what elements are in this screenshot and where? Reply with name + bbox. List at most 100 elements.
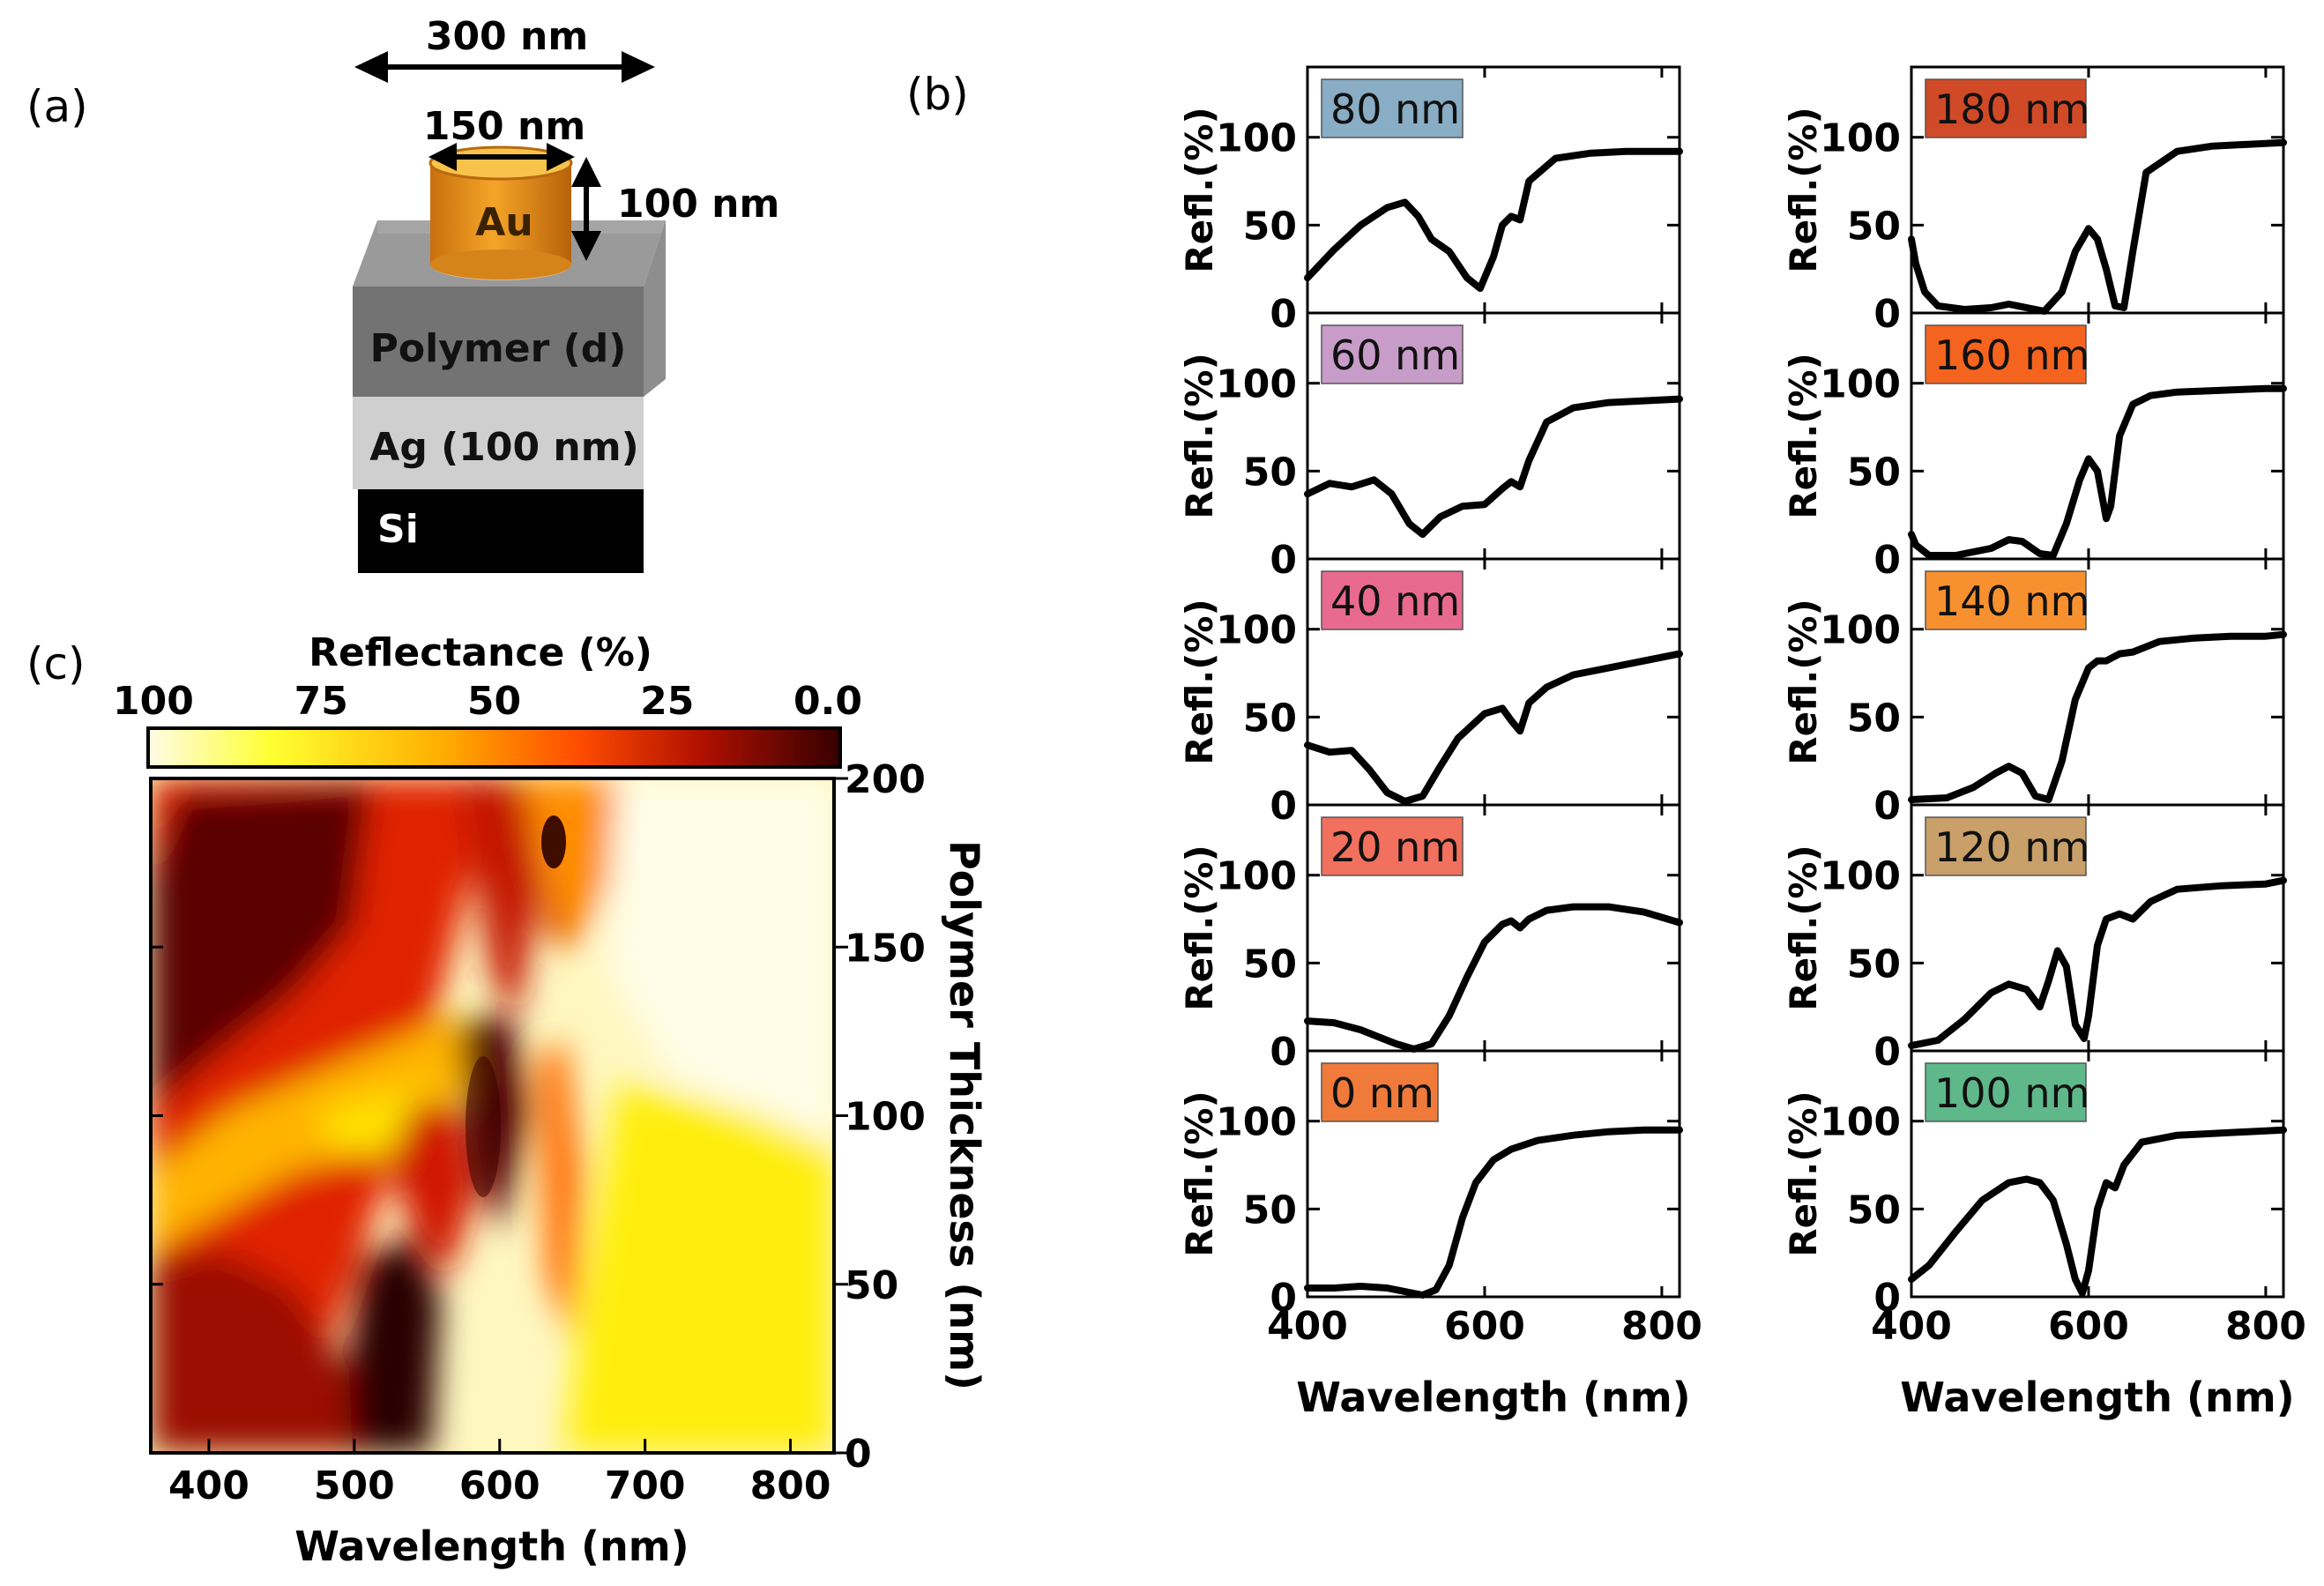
polymer-layer [353, 287, 644, 397]
heatmap-panel: Reflectance (%) 100 75 50 25 0.0 [113, 630, 988, 1570]
spectrum-line [1304, 650, 1683, 805]
heatmap-y-tick-label: 200 [845, 757, 926, 802]
diameter-arrow-head-left [428, 143, 457, 171]
height-arrow-head-bottom [571, 231, 601, 261]
colorbar [146, 726, 842, 769]
x-tick-label: 800 [2225, 1304, 2306, 1349]
diameter-arrow-head-right [547, 143, 575, 171]
spectrum-frame [1306, 1049, 1681, 1299]
series-label: 40 nm [1330, 577, 1460, 625]
spectrum-line [1304, 1126, 1683, 1299]
y-tick-label: 0 [1873, 1030, 1901, 1075]
y-tick-label: 0 [1873, 1276, 1901, 1321]
y-tick-label: 50 [1243, 696, 1297, 741]
heatmap-xlabel: Wavelength (nm) [294, 1523, 689, 1570]
y-tick-label: 100 [1820, 1100, 1901, 1145]
spectrum-line [1908, 384, 2287, 559]
spectrum-line [1908, 876, 2287, 1049]
y-tick-label: 0 [1270, 1276, 1297, 1321]
heatmap-dark-spot-upper [541, 815, 566, 868]
y-tick-label: 100 [1216, 854, 1297, 899]
spectrum-line [1304, 395, 1683, 539]
y-tick-label: 50 [1847, 204, 1901, 249]
x-tick-label: 600 [1444, 1304, 1525, 1349]
ag-layer [353, 397, 644, 489]
y-axis-label: Refl.(%) [1782, 1091, 1825, 1256]
spectrum-line [1304, 903, 1683, 1053]
y-tick-label: 100 [1216, 116, 1297, 161]
period-arrow-head-left [354, 51, 388, 83]
heatmap-y-tick-label: 100 [845, 1095, 926, 1140]
series-label: 180 nm [1934, 86, 2089, 133]
colorbar-tick-label: 75 [294, 679, 348, 724]
series-label: 140 nm [1934, 577, 2089, 625]
series-label-box [1321, 570, 1464, 630]
y-tick-label: 100 [1820, 116, 1901, 161]
y-tick-label: 50 [1243, 450, 1297, 495]
panel-label-b: (b) [906, 69, 969, 120]
series-label-box [1925, 1062, 2087, 1122]
series-label-box [1321, 78, 1464, 138]
y-axis-label: Refl.(%) [1782, 107, 1825, 272]
series-label-box [1321, 1062, 1439, 1122]
y-tick-label: 0 [1270, 538, 1297, 583]
heatmap-region-orange-streak [538, 1040, 582, 1340]
diameter-label: 150 nm [423, 104, 585, 149]
height-label: 100 nm [617, 182, 779, 227]
polymer-layer-label: Polymer (d) [370, 326, 627, 371]
series-label: 160 nm [1934, 331, 2089, 379]
y-tick-label: 100 [1820, 362, 1901, 407]
y-tick-label: 100 [1216, 608, 1297, 653]
heatmap-x-tick-label: 700 [605, 1463, 686, 1508]
heatmap-region-orange-top [520, 778, 617, 952]
x-axis-label: Wavelength (nm) [1900, 1374, 2294, 1421]
heatmap-region-orange-band [151, 1014, 494, 1252]
y-axis-label: Refl.(%) [1178, 599, 1221, 764]
series-label: 100 nm [1934, 1069, 2089, 1117]
y-tick-label: 0 [1270, 1030, 1297, 1075]
y-tick-label: 50 [1847, 696, 1901, 741]
heatmap-x-tick-label: 800 [750, 1463, 831, 1508]
polymer-side-face [644, 220, 666, 397]
series-label: 0 nm [1330, 1069, 1434, 1117]
colorbar-ticks: 100 75 50 25 0.0 [113, 679, 862, 724]
spectrum-line [1908, 630, 2287, 803]
heatmap-region-dark-lower [151, 1252, 353, 1453]
y-tick-label: 0 [1270, 292, 1297, 337]
heatmap-axes: 400 500 600 700 800 0 50 100 150 200 [151, 757, 926, 1508]
colorbar-tick-label: 50 [467, 679, 521, 724]
si-layer [358, 489, 644, 573]
x-tick-label: 800 [1621, 1304, 1702, 1349]
y-tick-label: 50 [1847, 450, 1901, 495]
schematic: 300 nm Polymer (d) Ag (100 nm) Si Au 150… [353, 14, 779, 573]
heatmap-y-tick-label: 50 [845, 1263, 898, 1308]
y-tick-label: 50 [1243, 1188, 1297, 1232]
colorbar-tick-label: 25 [640, 679, 694, 724]
panel-label-a: (a) [26, 81, 88, 132]
heatmap-dark-spot-lower [466, 1056, 501, 1197]
heatmap-image [151, 778, 834, 1453]
spectrum-frame [1910, 1049, 2285, 1299]
y-tick-label: 100 [1216, 362, 1297, 407]
heatmap-y-tick-label: 150 [845, 926, 926, 971]
y-tick-label: 50 [1243, 204, 1297, 249]
heatmap-ylabel: Polymer Thickness (nm) [941, 840, 988, 1390]
panel-label-c: (c) [26, 638, 86, 689]
heatmap-region-yellow-right [564, 1084, 834, 1453]
y-axis-label: Refl.(%) [1782, 845, 1825, 1010]
au-cylinder-bottom [430, 249, 571, 279]
y-tick-label: 50 [1847, 942, 1901, 987]
y-axis-label: Refl.(%) [1178, 107, 1221, 272]
y-tick-label: 0 [1873, 292, 1901, 337]
heatmap-x-tick-label: 600 [459, 1463, 540, 1508]
series-label: 120 nm [1934, 823, 2089, 871]
ag-layer-label: Ag (100 nm) [369, 425, 638, 470]
series-label-box [1925, 78, 2087, 138]
